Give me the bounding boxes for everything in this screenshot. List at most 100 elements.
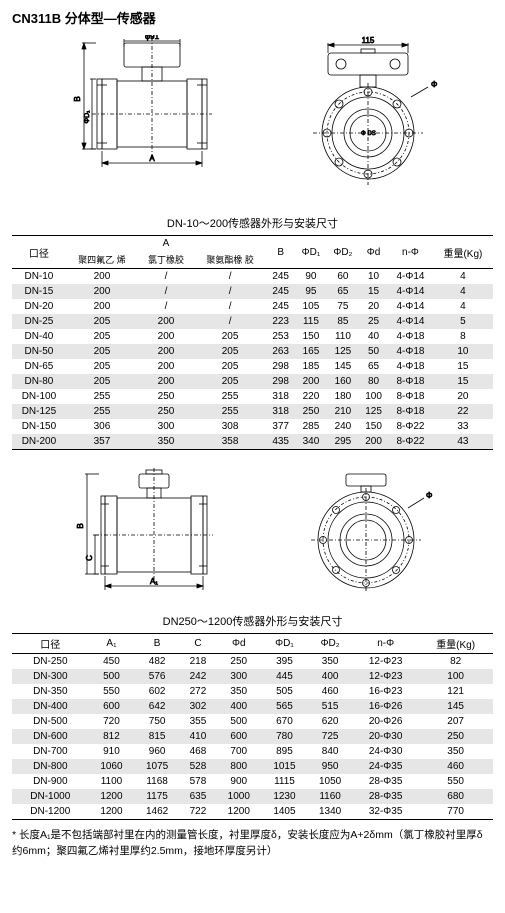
table-cell: 16-Φ23	[353, 684, 418, 699]
table-cell: 960	[134, 744, 180, 759]
table-cell: 1200	[89, 789, 135, 804]
table-cell: 145	[327, 359, 359, 374]
table-cell: 255	[66, 389, 138, 404]
svg-text:A: A	[150, 154, 156, 163]
table-cell: 240	[327, 419, 359, 434]
table-cell: 357	[66, 434, 138, 450]
th-b: B	[266, 236, 295, 269]
table-cell: 285	[295, 419, 327, 434]
table-cell: 355	[180, 714, 216, 729]
table-cell: 300	[138, 419, 194, 434]
table-cell: 20-Φ30	[353, 729, 418, 744]
table-cell: 8-Φ22	[388, 434, 433, 450]
table-cell: 12-Φ23	[353, 654, 418, 670]
table-cell: 565	[262, 699, 308, 714]
table-cell: 110	[327, 329, 359, 344]
table1: 口径 A B ΦD₁ ΦD₂ Φd n-Φ 重量(Kg) 聚四氟乙 烯 氯丁橡胶…	[12, 235, 493, 450]
table-cell: 200	[138, 329, 194, 344]
table-cell: 65	[327, 284, 359, 299]
table-cell: DN-10	[12, 269, 66, 285]
table-cell: DN-250	[12, 654, 89, 670]
table-cell: DN-1000	[12, 789, 89, 804]
table-cell: 205	[66, 329, 138, 344]
table-cell: 105	[295, 299, 327, 314]
svg-text:ΦD₁: ΦD₁	[84, 110, 91, 124]
table-cell: 200	[138, 314, 194, 329]
diagram-sensor-front: 115 Φ Φ DS	[293, 35, 443, 205]
table-cell: 28-Φ35	[353, 774, 418, 789]
table-cell: /	[138, 269, 194, 285]
table-cell: 395	[262, 654, 308, 670]
table-cell: /	[138, 299, 194, 314]
table-cell: 528	[180, 759, 216, 774]
table-cell: 1000	[216, 789, 262, 804]
table-cell: 450	[89, 654, 135, 670]
th2-nphi: n-Φ	[353, 634, 418, 654]
table-cell: 635	[180, 789, 216, 804]
table-cell: 10	[433, 344, 493, 359]
table-cell: 220	[295, 389, 327, 404]
table-row: DN-80010601075528800101595024-Φ35460	[12, 759, 493, 774]
table-row: DN-10200//2459060104-Φ144	[12, 269, 493, 285]
table-cell: DN-50	[12, 344, 66, 359]
table-cell: 125	[359, 404, 388, 419]
table-cell: 145	[418, 699, 493, 714]
table-cell: 358	[194, 434, 266, 450]
table-cell: 200	[295, 374, 327, 389]
table-cell: 205	[66, 344, 138, 359]
table-cell: 272	[180, 684, 216, 699]
th2-b: B	[134, 634, 180, 654]
table-cell: 435	[266, 434, 295, 450]
table-cell: 576	[134, 669, 180, 684]
table-cell: 43	[433, 434, 493, 450]
svg-text:C: C	[85, 555, 94, 561]
table-cell: /	[194, 314, 266, 329]
table-cell: 1015	[262, 759, 308, 774]
table-cell: 242	[180, 669, 216, 684]
table-cell: 205	[194, 344, 266, 359]
th-diameter: 口径	[12, 236, 66, 269]
table-cell: 200	[66, 299, 138, 314]
table-cell: 340	[295, 434, 327, 450]
table-cell: 253	[266, 329, 295, 344]
table1-title: DN-10～200传感器外形与安装尺寸	[12, 215, 493, 231]
table-cell: 4	[433, 269, 493, 285]
table-cell: 205	[66, 374, 138, 389]
table-cell: 895	[262, 744, 308, 759]
table-cell: 185	[295, 359, 327, 374]
table-cell: 700	[216, 744, 262, 759]
table-cell: DN-600	[12, 729, 89, 744]
table-cell: 950	[307, 759, 353, 774]
table-cell: 180	[327, 389, 359, 404]
table-row: DN-10001200117563510001230116028-Φ35680	[12, 789, 493, 804]
table-cell: 24-Φ30	[353, 744, 418, 759]
table-cell: /	[138, 284, 194, 299]
table-row: DN-30050057624230044540012-Φ23100	[12, 669, 493, 684]
table-cell: 812	[89, 729, 135, 744]
table-cell: 515	[307, 699, 353, 714]
table-cell: 205	[194, 359, 266, 374]
table-cell: 1100	[89, 774, 135, 789]
th-d: Φd	[359, 236, 388, 269]
table-cell: 15	[433, 359, 493, 374]
table-cell: 602	[134, 684, 180, 699]
table-cell: 223	[266, 314, 295, 329]
table-cell: 205	[66, 314, 138, 329]
table-cell: DN-500	[12, 714, 89, 729]
table-cell: 1200	[89, 804, 135, 820]
table-cell: 200	[138, 359, 194, 374]
table-cell: 350	[418, 744, 493, 759]
table-cell: 20	[359, 299, 388, 314]
svg-text:Φ: Φ	[426, 491, 432, 500]
table-cell: 65	[359, 359, 388, 374]
th-d1: ΦD₁	[295, 236, 327, 269]
table-cell: 12-Φ23	[353, 669, 418, 684]
table-cell: DN-65	[12, 359, 66, 374]
table-cell: 680	[418, 789, 493, 804]
table-cell: DN-900	[12, 774, 89, 789]
table-cell: /	[194, 299, 266, 314]
table-cell: 4-Φ14	[388, 314, 433, 329]
table-cell: 1160	[307, 789, 353, 804]
table-cell: 460	[307, 684, 353, 699]
table-cell: DN-40	[12, 329, 66, 344]
